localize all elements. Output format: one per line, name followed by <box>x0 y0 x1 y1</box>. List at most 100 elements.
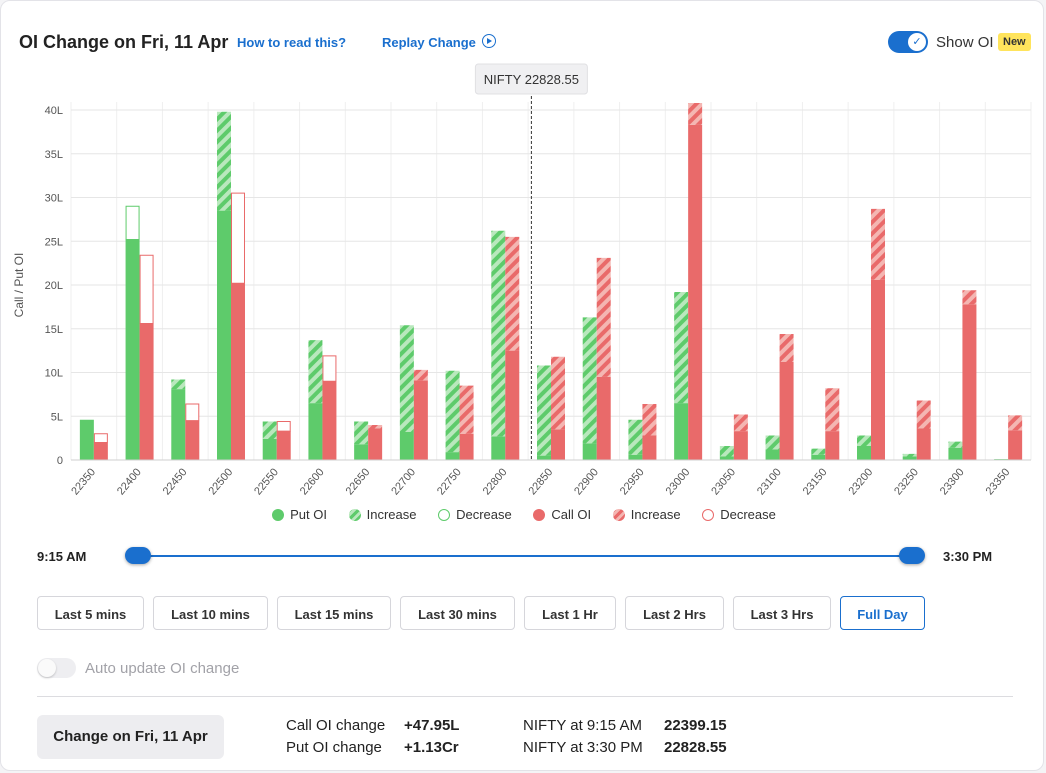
divider <box>37 696 1013 697</box>
nifty-start-value: 22399.15 <box>664 717 727 734</box>
put-bar-22400[interactable] <box>125 205 140 460</box>
call-bar-22350[interactable] <box>93 433 108 460</box>
put-bar-22500[interactable] <box>217 111 231 460</box>
put-increase-segment <box>902 453 917 457</box>
x-tick-label: 22900 <box>572 466 601 497</box>
call-bar-22400[interactable] <box>139 254 154 460</box>
put-bar-22600[interactable] <box>308 340 323 460</box>
change-date-button[interactable]: Change on Fri, 11 Apr <box>37 715 224 759</box>
range-button-last-1-hr[interactable]: Last 1 Hr <box>524 596 616 630</box>
put-bar-22650[interactable] <box>354 421 369 461</box>
y-tick-label: 10L <box>45 368 63 380</box>
put-bar-23100[interactable] <box>765 435 780 461</box>
show-oi-toggle[interactable]: ✓ <box>888 31 928 53</box>
put-oi-change-value: +1.13Cr <box>404 739 459 756</box>
call-bar-22500[interactable] <box>231 192 245 460</box>
replay-change-link[interactable]: Replay Change <box>382 35 476 50</box>
put-oi-segment <box>79 419 94 460</box>
call-oi-segment <box>231 283 245 460</box>
call-bar-22800[interactable] <box>505 236 520 460</box>
legend-put-decrease[interactable]: Decrease <box>438 507 512 522</box>
put-bar-23050[interactable] <box>719 446 734 460</box>
call-oi-change-label: Call OI change <box>286 717 386 734</box>
call-bar-22450[interactable] <box>185 403 200 460</box>
put-bar-22550[interactable] <box>262 421 277 461</box>
call-oi-segment <box>871 279 885 460</box>
put-bar-22450[interactable] <box>171 379 186 461</box>
call-bar-23200[interactable] <box>871 208 885 460</box>
call-bar-23150[interactable] <box>825 388 840 460</box>
put-bar-23000[interactable] <box>674 292 689 460</box>
put-bar-23200[interactable] <box>857 435 871 461</box>
x-tick-label: 22350 <box>69 466 98 497</box>
range-button-last-15-mins[interactable]: Last 15 mins <box>277 596 391 630</box>
put-bar-22350[interactable] <box>79 419 94 460</box>
time-range-track[interactable] <box>138 555 912 557</box>
call-bar-23050[interactable] <box>733 414 748 461</box>
put-bar-22700[interactable] <box>399 325 414 460</box>
put-increase-segment <box>262 421 277 439</box>
call-increase-segment <box>733 414 748 432</box>
how-to-read-link[interactable]: How to read this? <box>237 35 347 50</box>
call-bar-23100[interactable] <box>779 334 794 460</box>
call-bar-22900[interactable] <box>596 257 611 460</box>
range-button-last-30-mins[interactable]: Last 30 mins <box>400 596 515 630</box>
put-bar-22900[interactable] <box>582 317 597 460</box>
call-bar-23300[interactable] <box>962 290 977 460</box>
put-bar-22800[interactable] <box>491 230 506 460</box>
time-range-end-handle[interactable] <box>899 547 925 564</box>
x-tick-label: 23000 <box>664 466 693 497</box>
legend-call-decrease[interactable]: Decrease <box>702 507 776 522</box>
call-bar-22700[interactable] <box>413 369 428 460</box>
call-bar-22650[interactable] <box>368 425 383 460</box>
range-button-last-5-mins[interactable]: Last 5 mins <box>37 596 144 630</box>
put-increase-segment <box>948 441 963 448</box>
put-increase-segment <box>765 435 780 450</box>
put-increase-swatch-icon <box>348 509 361 521</box>
call-bar-22950[interactable] <box>642 404 657 460</box>
call-bar-22600[interactable] <box>322 355 337 460</box>
range-button-last-3-hrs[interactable]: Last 3 Hrs <box>733 596 831 630</box>
put-oi-segment <box>262 439 277 460</box>
put-bar-23250[interactable] <box>902 453 917 460</box>
put-bar-23300[interactable] <box>948 441 963 460</box>
range-button-full-day[interactable]: Full Day <box>840 596 925 630</box>
put-bar-22750[interactable] <box>445 370 460 460</box>
legend-call-oi[interactable]: Call OI <box>533 507 591 522</box>
put-bar-22850[interactable] <box>537 365 551 461</box>
put-oi-segment <box>354 444 369 460</box>
put-bar-23150[interactable] <box>811 448 826 460</box>
call-bar-22550[interactable] <box>276 421 291 461</box>
call-increase-segment <box>688 103 703 125</box>
call-bar-23250[interactable] <box>916 400 931 461</box>
time-range-start-handle[interactable] <box>125 547 151 564</box>
nifty-end-label: NIFTY at 3:30 PM <box>523 739 643 756</box>
put-bar-22950[interactable] <box>628 419 643 460</box>
range-button-last-2-hrs[interactable]: Last 2 Hrs <box>625 596 724 630</box>
x-tick-label: 22400 <box>115 466 144 497</box>
y-tick-label: 25L <box>45 236 63 248</box>
x-tick-label: 22450 <box>161 466 190 497</box>
call-bar-22850[interactable] <box>551 356 565 460</box>
legend-put-oi[interactable]: Put OI <box>272 507 327 522</box>
call-oi-change-value: +47.95L <box>404 717 460 734</box>
call-bar-22750[interactable] <box>459 385 474 460</box>
call-decrease-segment <box>276 421 291 432</box>
auto-update-toggle[interactable] <box>37 658 76 678</box>
call-bar-23000[interactable] <box>688 103 703 460</box>
x-tick-label: 22750 <box>435 466 464 497</box>
y-tick-label: 15L <box>45 324 63 336</box>
legend-put-increase[interactable]: Increase <box>348 507 416 522</box>
call-bar-23350[interactable] <box>1008 415 1023 460</box>
range-button-last-10-mins[interactable]: Last 10 mins <box>153 596 268 630</box>
x-tick-label: 23300 <box>938 466 967 497</box>
call-oi-segment <box>413 380 428 460</box>
legend-call-increase[interactable]: Increase <box>612 507 681 522</box>
call-increase-segment <box>459 385 474 434</box>
x-tick-label: 22800 <box>481 466 510 497</box>
play-icon[interactable] <box>482 34 496 48</box>
put-increase-segment <box>719 446 734 457</box>
put-oi-segment <box>125 239 140 460</box>
call-increase-segment <box>413 369 428 381</box>
